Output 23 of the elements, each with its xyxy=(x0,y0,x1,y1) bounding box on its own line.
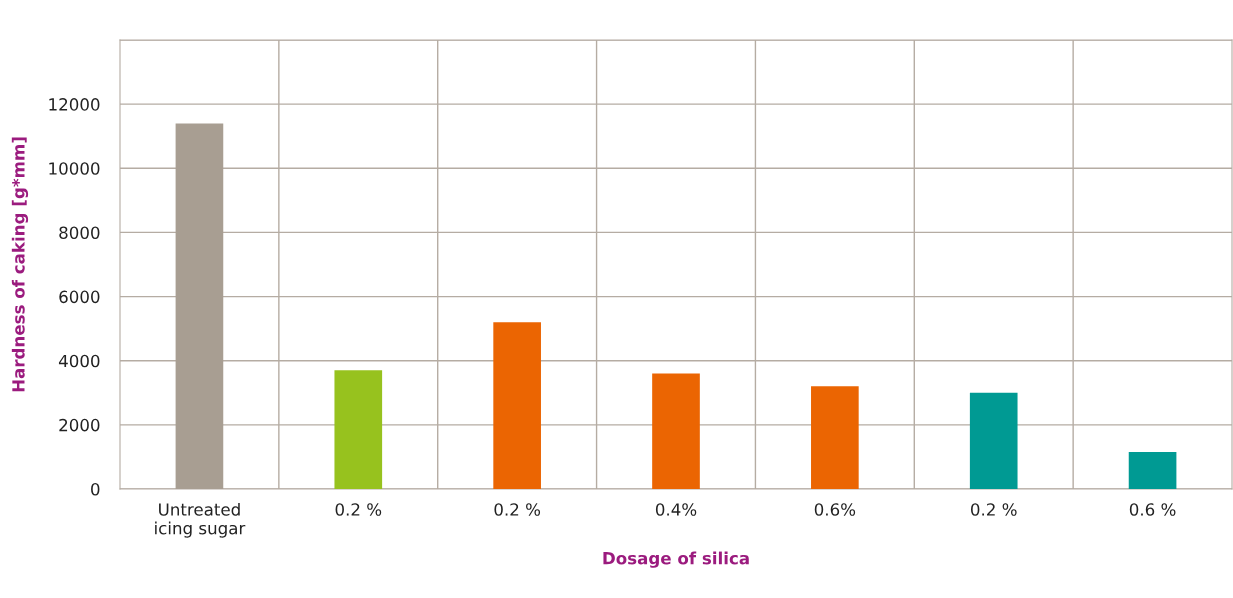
y-tick-label: 6000 xyxy=(59,290,100,304)
bar xyxy=(652,373,700,489)
bar xyxy=(969,392,1018,489)
y-tick-label: 10000 xyxy=(49,162,100,175)
bar xyxy=(1128,452,1177,489)
y-tick-label: 4000 xyxy=(58,354,100,368)
y-tick-label: 8000 xyxy=(59,226,100,239)
x-tick-label: 0.2 % xyxy=(335,503,382,516)
x-tick-label: 0.6% xyxy=(814,503,856,516)
y-tick-label: 12000 xyxy=(49,98,100,111)
x-tick-label: 0.2 % xyxy=(970,503,1017,516)
x-tick-label: 0.6 % xyxy=(1129,503,1176,516)
bar xyxy=(334,370,383,489)
x-tick-label: 0.4% xyxy=(655,503,697,516)
x-tick-label: Untreated icing sugar xyxy=(155,502,246,538)
y-tick-label: 2000 xyxy=(59,418,100,432)
bar xyxy=(493,322,541,489)
bar xyxy=(175,123,224,489)
x-axis-title: Dosage of silica xyxy=(603,551,749,568)
bar xyxy=(811,386,859,489)
x-tick-label: 0.2 % xyxy=(494,503,541,516)
y-tick-label: 0 xyxy=(91,482,100,496)
y-axis-title: Hardness of caking [g*mm] xyxy=(11,137,29,392)
